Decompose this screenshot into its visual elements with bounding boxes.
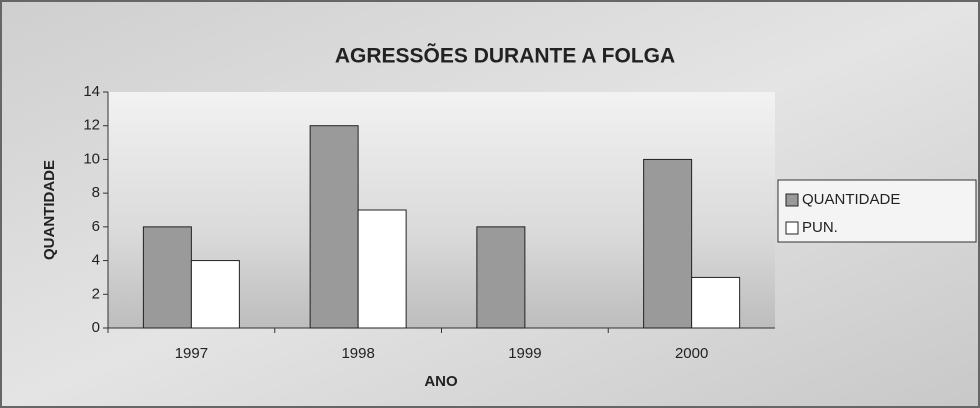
- x-tick-label: 2000: [675, 345, 708, 362]
- x-tick-label: 1999: [508, 345, 541, 362]
- y-tick-label: 6: [92, 218, 100, 235]
- bar: [643, 158, 693, 329]
- bar: [357, 209, 407, 329]
- legend-label: QUANTIDADE: [802, 191, 900, 208]
- bar: [309, 125, 359, 329]
- legend-swatch: [785, 221, 799, 235]
- legend-swatch: [785, 193, 799, 207]
- bar: [691, 276, 741, 329]
- bar: [142, 226, 192, 329]
- y-axis-label: QUANTIDADE: [41, 160, 58, 260]
- y-tick-label: 12: [83, 117, 100, 134]
- legend-label: PUN.: [802, 219, 838, 236]
- x-axis-label: ANO: [424, 373, 458, 390]
- bar: [190, 260, 240, 329]
- y-tick-label: 10: [83, 150, 100, 167]
- y-tick-label: 14: [83, 83, 100, 100]
- chart-title: AGRESSÕES DURANTE A FOLGA: [335, 44, 675, 68]
- legend: [777, 179, 977, 243]
- y-tick-label: 2: [92, 285, 100, 302]
- y-tick-label: 0: [92, 319, 100, 336]
- y-tick-label: 4: [92, 252, 100, 269]
- y-tick-label: 8: [92, 184, 100, 201]
- x-tick-label: 1997: [175, 345, 208, 362]
- bar: [476, 226, 526, 329]
- x-tick-label: 1998: [341, 345, 374, 362]
